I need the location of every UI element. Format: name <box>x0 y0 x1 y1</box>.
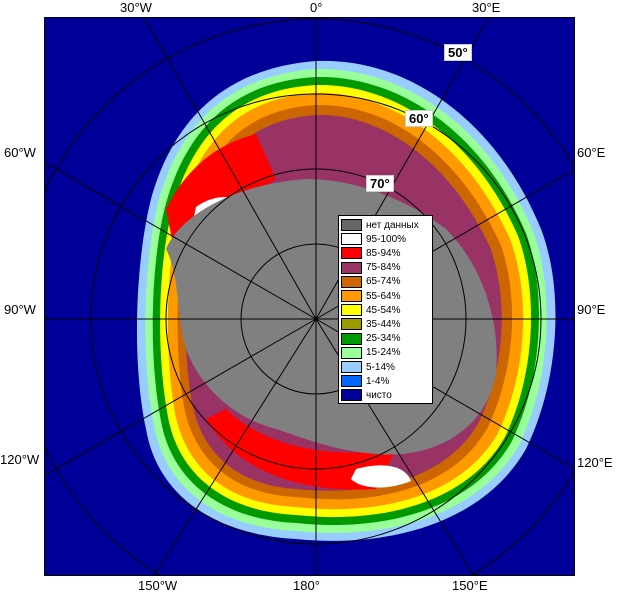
label-0-top: 0° <box>310 0 323 15</box>
legend-swatch <box>341 332 362 345</box>
legend-label: 5-14% <box>366 361 395 373</box>
label-90w: 90°W <box>4 302 36 317</box>
legend-item: нет данных <box>341 218 419 232</box>
legend-item: 1-4% <box>341 374 389 388</box>
legend: нет данных 95-100% 85-94% 75-84% 65-74% 55-64… <box>338 215 433 404</box>
legend-swatch <box>341 247 362 260</box>
meridian-30w <box>143 17 317 320</box>
label-120w: 120°W <box>0 452 40 467</box>
legend-item: 35-44% <box>341 317 400 331</box>
legend-swatch <box>341 346 362 359</box>
legend-swatch <box>341 261 362 274</box>
legend-label: 85-94% <box>366 247 401 259</box>
label-60w: 60°W <box>4 145 36 160</box>
legend-swatch <box>341 219 362 231</box>
legend-swatch <box>341 389 362 402</box>
legend-item: чисто <box>341 388 392 402</box>
legend-swatch <box>341 233 362 246</box>
legend-label: 65-74% <box>366 276 401 288</box>
ice-zone-85-94-south <box>206 409 396 490</box>
legend-item: 95-100% <box>341 232 406 246</box>
meridian-60w <box>44 161 317 320</box>
legend-swatch <box>341 361 362 373</box>
legend-label: 1-4% <box>366 375 390 387</box>
legend-item: 55-64% <box>341 289 400 303</box>
label-lat-60: 60° <box>405 110 433 127</box>
label-120e: 120°E <box>577 455 613 470</box>
label-180: 180° <box>293 578 320 593</box>
label-30e-top: 30°E <box>472 0 501 15</box>
label-150e: 150°E <box>452 578 488 593</box>
legend-label: 25-34% <box>366 333 401 345</box>
label-30w-top: 30°W <box>120 0 152 15</box>
legend-label: 45-54% <box>366 304 401 316</box>
legend-item: 65-74% <box>341 275 400 289</box>
legend-item: 75-84% <box>341 261 400 275</box>
legend-label: 35-44% <box>366 318 401 330</box>
meridian-120w <box>44 318 317 477</box>
label-lat-50: 50° <box>444 44 472 61</box>
ice-zone-95-100-south <box>351 465 411 488</box>
legend-item: 45-54% <box>341 303 400 317</box>
legend-label: нет данных <box>366 219 419 231</box>
legend-item: 25-34% <box>341 332 400 346</box>
label-90e: 90°E <box>577 302 606 317</box>
legend-label: чисто <box>366 389 392 401</box>
legend-swatch <box>341 304 362 317</box>
ice-map <box>44 17 575 576</box>
legend-swatch <box>341 318 362 331</box>
map-border <box>44 17 575 576</box>
legend-label: 55-64% <box>366 290 401 302</box>
legend-label: 95-100% <box>366 233 407 245</box>
legend-item: 85-94% <box>341 246 400 260</box>
legend-item: 5-14% <box>341 360 395 374</box>
meridian-150w <box>153 318 317 576</box>
label-60e: 60°E <box>577 145 606 160</box>
map-frame <box>44 17 575 576</box>
legend-label: 15-24% <box>366 347 401 359</box>
legend-label: 75-84% <box>366 262 401 274</box>
legend-item: 15-24% <box>341 346 400 360</box>
label-lat-70: 70° <box>366 175 394 192</box>
legend-swatch <box>341 375 362 388</box>
legend-swatch <box>341 290 362 302</box>
label-150w: 150°W <box>138 578 178 593</box>
legend-swatch <box>341 275 362 288</box>
